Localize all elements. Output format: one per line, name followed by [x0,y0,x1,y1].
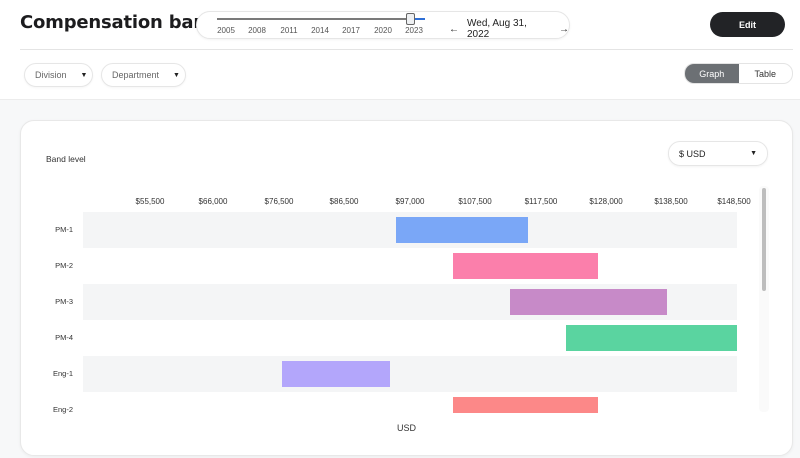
chart-card: Band level $ USD ▼ $55,500 $66,000 $76,5… [20,120,793,456]
chart-row-eng-2 [83,392,737,412]
band-bar-pm-4[interactable] [566,325,737,351]
tab-table[interactable]: Table [754,68,776,79]
x-tick-label: $86,500 [329,197,359,206]
y-axis-title: Band level [46,154,86,164]
year-tick: 2005 [217,26,235,35]
row-label: Eng-1 [52,369,73,378]
currency-value: $ USD [679,148,706,159]
x-tick-label: $97,000 [395,197,425,206]
x-axis-title: USD [397,423,417,433]
year-tick: 2008 [248,26,266,35]
page-title: Compensation bands [20,12,230,33]
band-bar-pm-3[interactable] [510,289,667,315]
caret-down-icon: ▼ [750,150,757,157]
caret-down-icon: ▼ [80,71,88,79]
row-label: PM-4 [55,333,73,342]
row-label: PM-2 [55,261,73,270]
selected-date: Wed, Aug 31, 2022 [467,18,527,40]
x-tick-label: $117,500 [524,197,558,206]
chart-scrollbar[interactable] [759,186,769,412]
date-navigator: ← Wed, Aug 31, 2022 → [449,18,569,40]
department-filter[interactable]: Department ▼ [101,63,186,87]
band-bar-pm-2[interactable] [453,253,598,279]
band-bar-pm-1[interactable] [396,217,528,243]
filter-bar: Division ▼ Department ▼ Graph Table [0,50,800,100]
timeline-control: 2005 2008 2011 2014 2017 2020 2023 ← Wed… [196,11,570,40]
x-tick-label: $148,500 [717,197,751,206]
division-filter-label: Division [35,70,67,80]
x-tick-label: $55,500 [135,197,165,206]
edit-button[interactable]: Edit [710,12,785,37]
chart-row-eng-1 [83,356,737,392]
prev-date-icon[interactable]: ← [449,23,459,35]
row-label: Eng-2 [52,405,73,414]
year-tick: 2017 [342,26,360,35]
x-tick-label: $76,500 [264,197,294,206]
x-tick-label: $107,500 [458,197,492,206]
view-toggle: Graph Table [684,63,793,84]
top-bar: Compensation bands 2005 2008 2011 2014 2… [0,0,800,50]
next-date-icon[interactable]: → [559,23,569,35]
year-tick: 2020 [374,26,392,35]
band-bar-eng-2[interactable] [453,397,598,413]
chart-row-pm-2 [83,248,737,284]
chart-scrollbar-thumb[interactable] [762,188,766,291]
band-bar-eng-1[interactable] [282,361,390,387]
year-slider-handle[interactable] [406,13,415,25]
caret-down-icon: ▼ [173,71,180,79]
year-tick: 2011 [280,26,298,35]
row-label: PM-1 [55,225,73,234]
row-label: PM-3 [55,297,73,306]
header-divider [20,49,793,50]
year-tick: 2023 [405,26,423,35]
division-filter[interactable]: Division ▼ [24,63,93,87]
tab-graph[interactable]: Graph [685,64,739,83]
x-tick-label: $138,500 [654,197,688,206]
year-tick: 2014 [311,26,329,35]
department-filter-label: Department [112,70,160,80]
year-slider-fill [415,18,425,20]
currency-select[interactable]: $ USD ▼ [668,141,768,166]
x-tick-label: $128,000 [589,197,623,206]
x-tick-label: $66,000 [198,197,228,206]
year-slider-track[interactable] [217,18,411,20]
